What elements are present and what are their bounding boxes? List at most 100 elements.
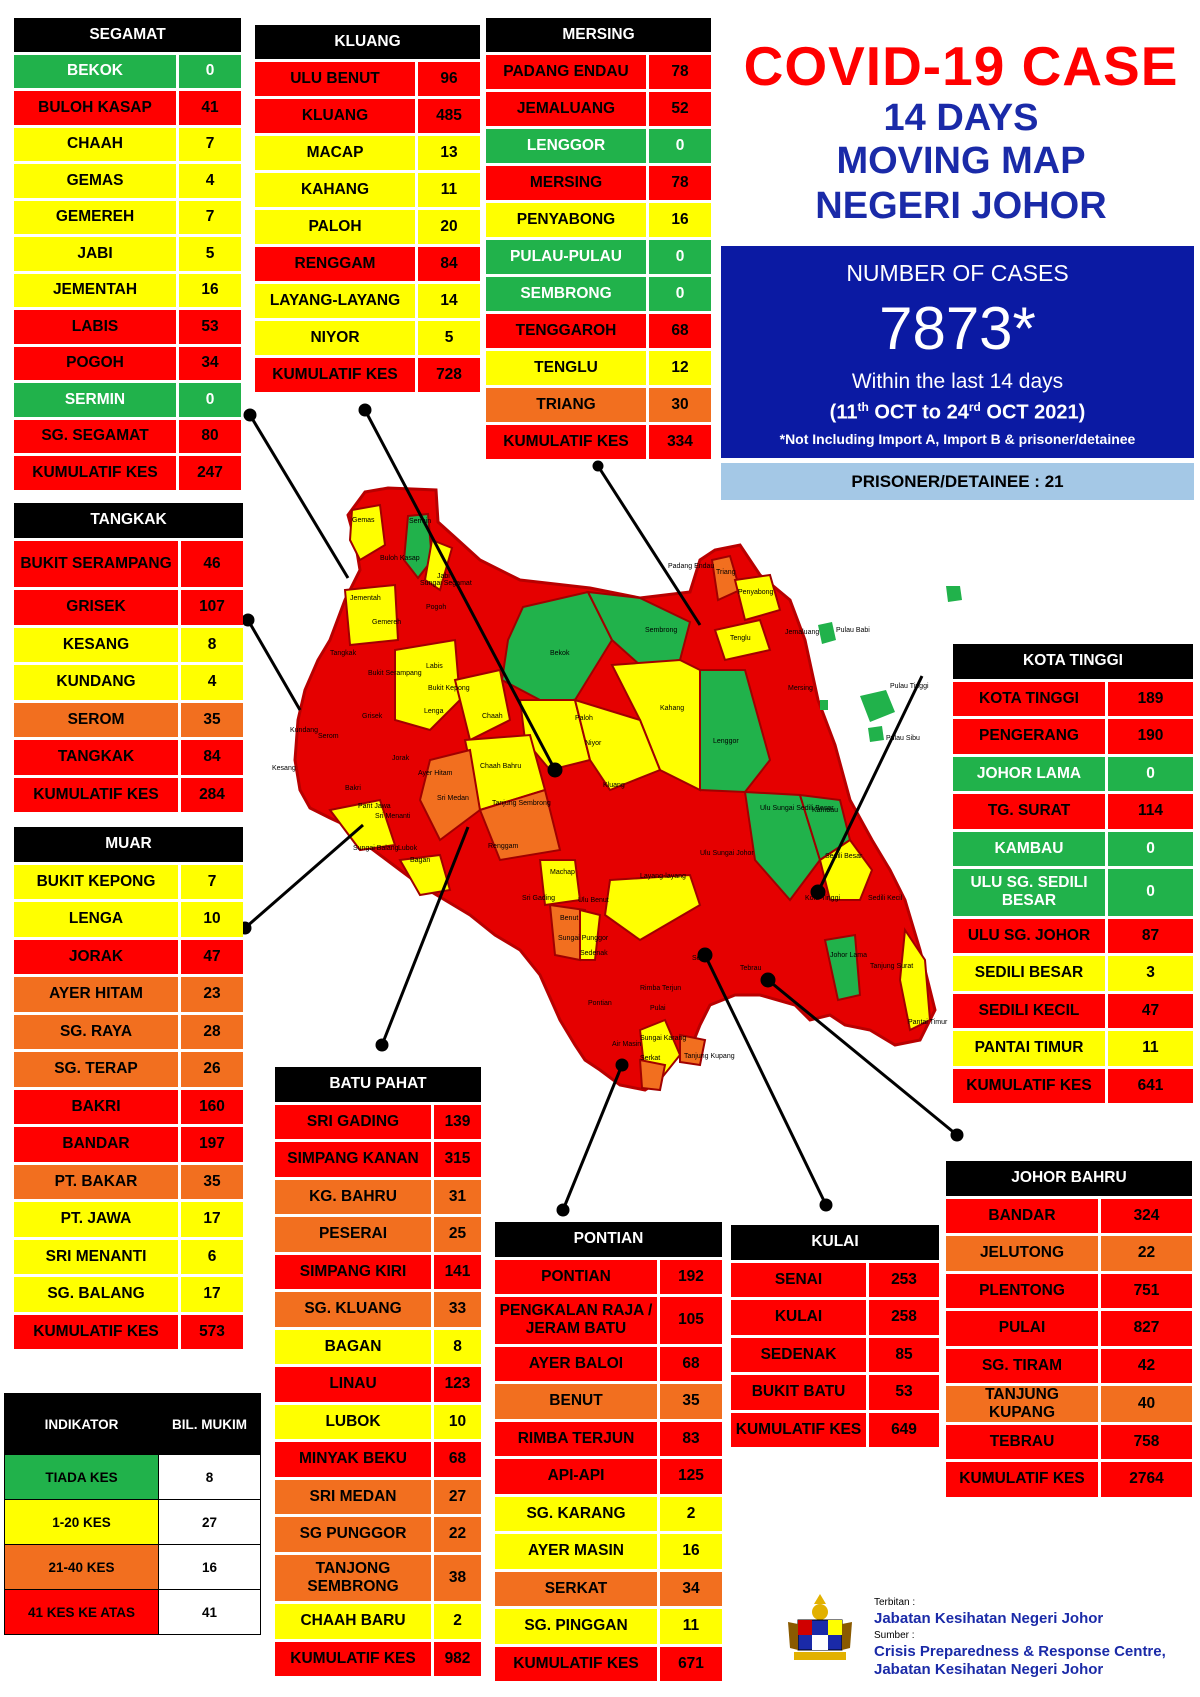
area-name: BENUT [495, 1384, 657, 1419]
case-count: 4 [176, 164, 241, 198]
area-serkat [638, 1058, 667, 1092]
district-name: BATU PAHAT [275, 1067, 481, 1102]
map-label: Chaah [482, 713, 503, 720]
district-table-kluang: KLUANG ULU BENUT 96 KLUANG 485 MACAP 13 KAHANG 1… [255, 22, 480, 395]
table-row: LINAU 123 [275, 1367, 481, 1402]
case-count: 8 [431, 1329, 481, 1364]
map-label: Serom [318, 733, 339, 740]
table-row: PULAI 827 [946, 1311, 1192, 1346]
area-name: KUMULATIF KES [953, 1068, 1105, 1104]
area-name: KG. BAHRU [275, 1179, 431, 1214]
area-name: BEKOK [14, 54, 176, 88]
table-row: ULU SG. SEDILI BESAR 0 [953, 869, 1193, 916]
table-row: KUNDANG 4 [14, 665, 243, 700]
map-label: Paloh [575, 715, 593, 722]
area-name: AYER MASIN [495, 1534, 657, 1569]
map-labels: Gemas Sermin Jabi Buloh Kasap Sungai Seg… [272, 517, 948, 1062]
area-name: KAMBAU [953, 831, 1105, 866]
area-name: LUBOK [275, 1404, 431, 1439]
case-count: 7 [176, 200, 241, 234]
map-label: Pogoh [426, 604, 446, 611]
area-name: BUKIT BATU [731, 1375, 866, 1410]
table-row: LENGA 10 [14, 902, 243, 937]
district-header: KULAI [731, 1225, 939, 1260]
area-name: MERSING [486, 166, 646, 200]
case-count: 192 [657, 1259, 722, 1294]
district-header: KOTA TINGGI [953, 644, 1193, 679]
area-name: RENGGAM [255, 247, 415, 281]
area-name: PT. BAKAR [14, 1164, 178, 1199]
district-name: PONTIAN [495, 1222, 722, 1257]
case-count: 23 [178, 977, 243, 1012]
legend-table: INDIKATOR BIL. MUKIM TIADA KES 8 1-20 KE… [4, 1393, 261, 1635]
area-name: PT. JAWA [14, 1202, 178, 1237]
island-2 [820, 700, 828, 710]
area-sedili-besar [818, 838, 874, 901]
table-row: SIMPANG KANAN 315 [275, 1142, 481, 1177]
case-count: 2 [657, 1496, 722, 1532]
case-count: 16 [646, 203, 711, 237]
area-name: TEBRAU [946, 1424, 1098, 1460]
map-label: Pontian [588, 1000, 612, 1007]
case-count: 78 [646, 166, 711, 200]
map-label: Serkat [640, 1055, 660, 1062]
publisher-name: Jabatan Kesihatan Negeri Johor [874, 1610, 1104, 1627]
district-table-kota-tinggi: KOTA TINGGI KOTA TINGGI 189 PENGERANG 190 JOH… [953, 641, 1193, 1106]
case-count: 34 [176, 346, 241, 380]
area-name: ULU SG. JOHOR [953, 918, 1105, 954]
area-name: BUKIT SERAMPANG [14, 540, 178, 588]
table-row: SRI MENANTI 6 [14, 1239, 243, 1274]
map-label: Buloh Kasap [380, 555, 420, 562]
map-label: Bukit Serampang [368, 670, 422, 677]
table-row: PLENTONG 751 [946, 1273, 1192, 1308]
case-count: 7 [178, 864, 243, 899]
area-name: BANDAR [946, 1198, 1098, 1233]
case-count: 42 [1098, 1348, 1192, 1383]
map-label: Lenga [424, 708, 444, 715]
district-name: KULAI [731, 1225, 939, 1260]
area-name: AYER HITAM [14, 977, 178, 1012]
area-name: PENGERANG [953, 719, 1105, 754]
area-name: PALOH [255, 210, 415, 244]
table-row: SERKAT 34 [495, 1571, 722, 1607]
map-label: Niyor [585, 740, 602, 747]
map-label: Layang-layang [640, 873, 686, 880]
island-1 [946, 586, 962, 602]
area-name: KOTA TINGGI [953, 681, 1105, 716]
area-tanjung-sembrong [478, 788, 562, 862]
area-name: SERMIN [14, 383, 176, 417]
table-row: KAHANG 11 [255, 173, 480, 207]
area-name: PONTIAN [495, 1259, 657, 1294]
case-count: 641 [1105, 1068, 1193, 1104]
area-name: KESANG [14, 627, 178, 663]
map-label: Pulau Tinggi [890, 683, 929, 690]
table-row: LABIS 53 [14, 310, 241, 344]
map-label: Sedili Kecil [868, 895, 903, 902]
case-count: 16 [176, 273, 241, 307]
table-row: KUMULATIF KES 728 [255, 358, 480, 392]
map-label: Penyabong [738, 589, 774, 596]
district-name: KLUANG [255, 25, 480, 59]
island-pulau-tinggi [860, 690, 895, 722]
case-count: 22 [431, 1517, 481, 1552]
area-name: KUMULATIF KES [275, 1641, 431, 1677]
case-count: 10 [178, 902, 243, 937]
case-count: 53 [176, 310, 241, 344]
district-table-johor-bahru: JOHOR BAHRU BANDAR 324 JELUTONG 22 PLENTONG 75… [946, 1158, 1192, 1500]
map-label: Tebrau [740, 965, 762, 972]
case-count: 5 [176, 237, 241, 271]
case-count: 758 [1098, 1424, 1192, 1460]
map-label: Rimba Terjun [640, 985, 681, 992]
district-header: TANGKAK [14, 503, 243, 538]
table-row: GEMEREH 7 [14, 200, 241, 234]
area-gemas [348, 503, 387, 562]
area-name: PENGKALAN RAJA / JERAM BATU [495, 1297, 657, 1344]
area-name: BUKIT KEPONG [14, 864, 178, 899]
case-count: 47 [178, 939, 243, 974]
table-row: PANTAI TIMUR 11 [953, 1031, 1193, 1066]
table-row: SEDENAK 85 [731, 1337, 939, 1372]
table-row: GEMAS 4 [14, 164, 241, 198]
area-name: KUMULATIF KES [946, 1462, 1098, 1497]
case-count: 649 [866, 1412, 939, 1447]
case-summary-box: NUMBER OF CASES 7873* Within the last 14… [721, 246, 1194, 458]
